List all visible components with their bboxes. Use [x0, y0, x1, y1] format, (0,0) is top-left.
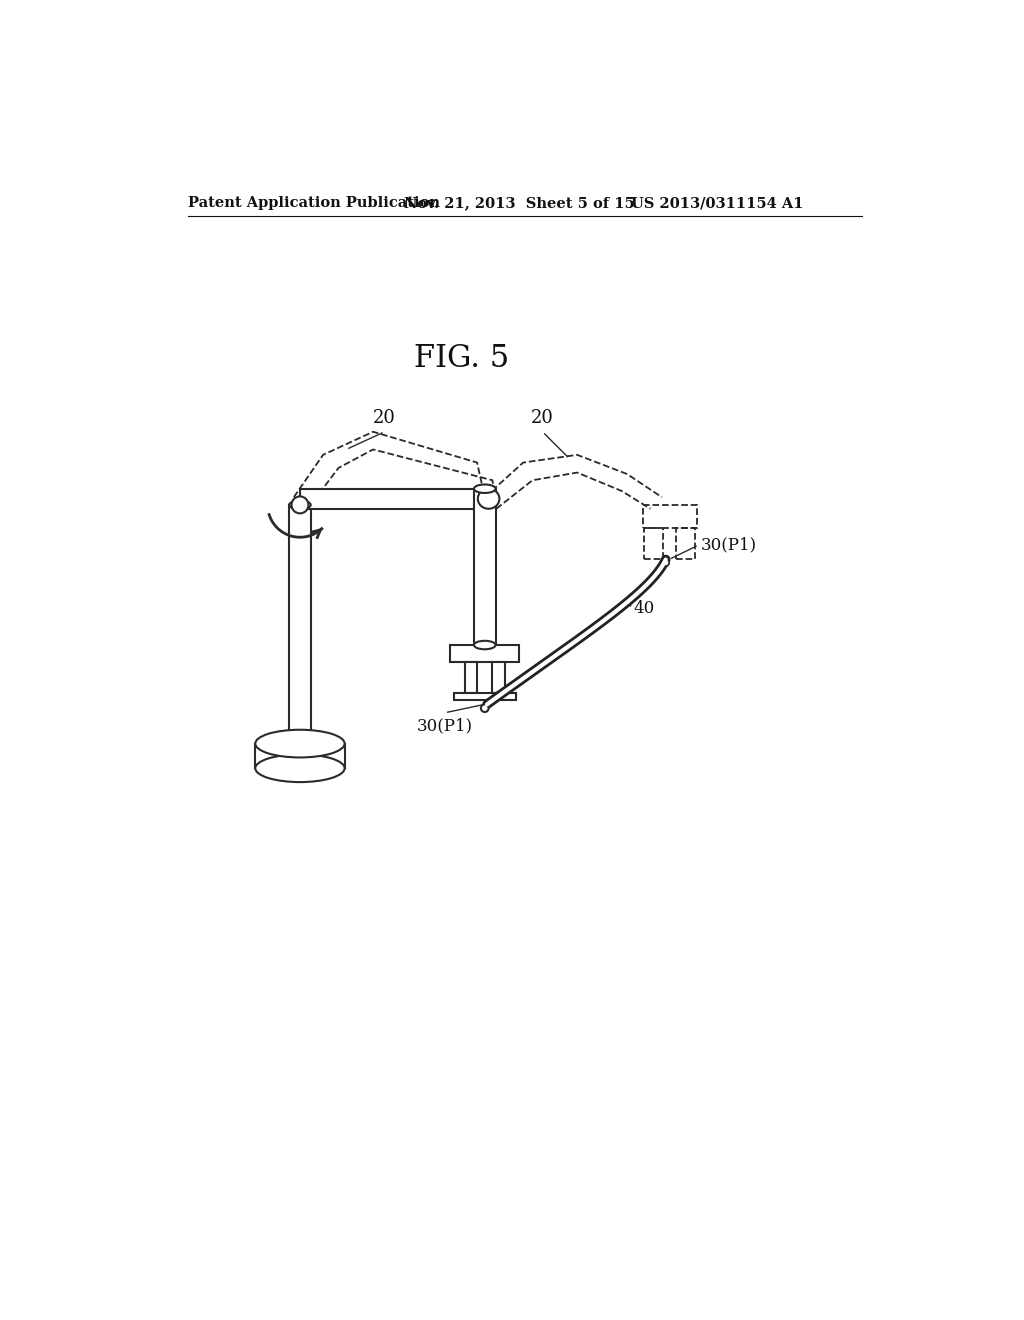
Bar	[451, 645, 519, 663]
Bar	[465, 663, 477, 693]
Bar	[676, 528, 695, 558]
Bar	[644, 528, 664, 558]
Bar	[289, 506, 310, 743]
Ellipse shape	[255, 755, 345, 781]
Text: FIG. 5: FIG. 5	[414, 343, 509, 374]
Bar	[255, 743, 345, 768]
Text: US 2013/0311154 A1: US 2013/0311154 A1	[631, 197, 804, 210]
Ellipse shape	[478, 488, 500, 508]
Bar	[300, 488, 488, 508]
Bar	[493, 663, 505, 693]
Text: 20: 20	[531, 409, 554, 428]
Text: 30(P1): 30(P1)	[701, 536, 758, 553]
Ellipse shape	[289, 500, 310, 510]
Text: 20: 20	[373, 409, 396, 428]
Ellipse shape	[481, 705, 488, 711]
Text: Patent Application Publication: Patent Application Publication	[188, 197, 440, 210]
Bar	[454, 693, 515, 701]
Text: Nov. 21, 2013  Sheet 5 of 15: Nov. 21, 2013 Sheet 5 of 15	[403, 197, 635, 210]
Bar	[643, 504, 696, 528]
Text: 40: 40	[634, 601, 654, 618]
Ellipse shape	[292, 496, 308, 513]
Ellipse shape	[663, 560, 669, 566]
Ellipse shape	[474, 484, 496, 492]
Ellipse shape	[474, 640, 496, 649]
Bar	[474, 488, 496, 645]
Ellipse shape	[255, 730, 345, 758]
Text: 30(P1): 30(P1)	[417, 718, 473, 734]
